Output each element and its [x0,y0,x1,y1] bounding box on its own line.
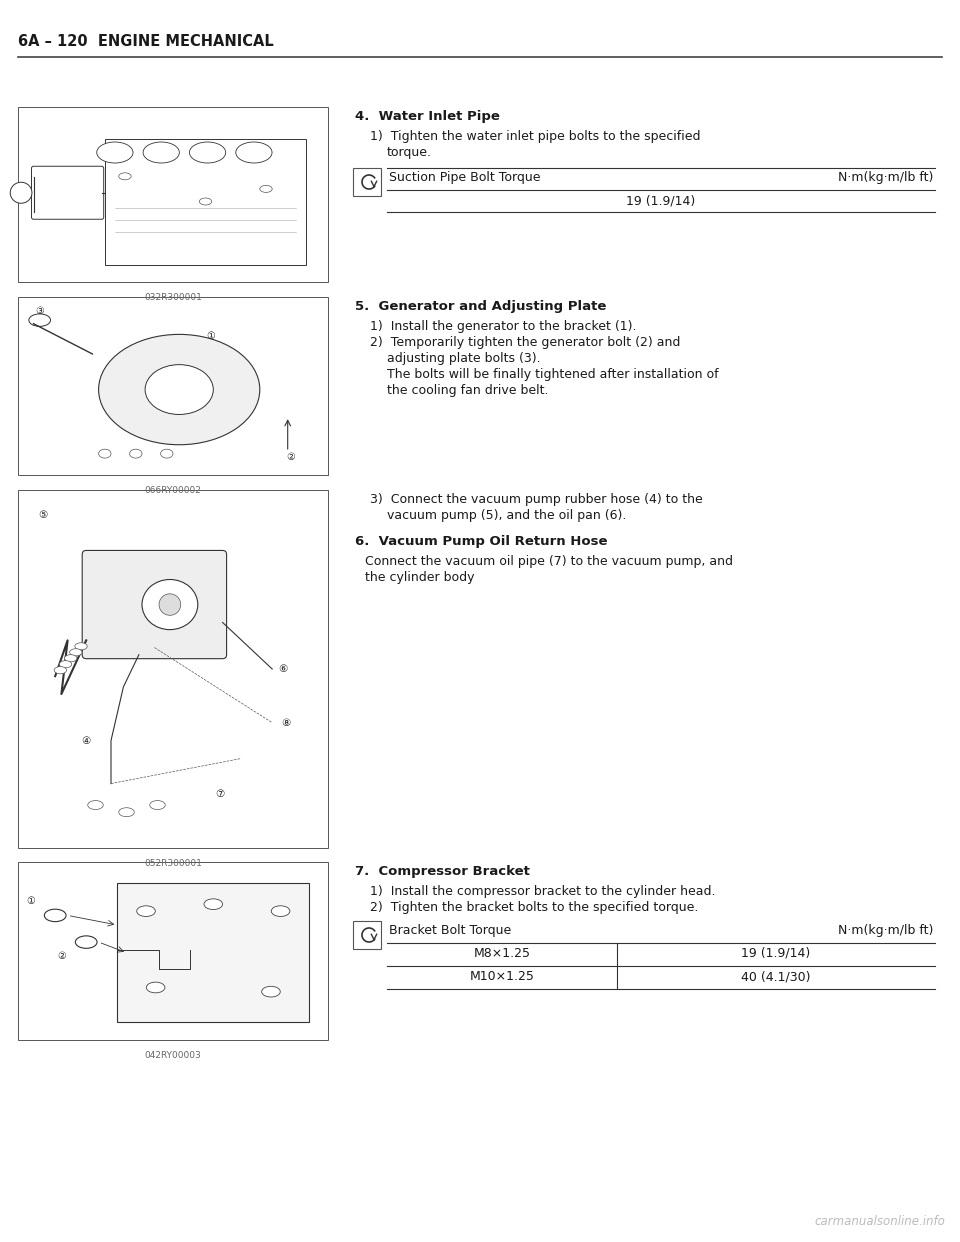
Text: Bracket Bolt Torque: Bracket Bolt Torque [389,924,512,936]
Ellipse shape [75,643,87,650]
Ellipse shape [136,905,156,917]
Ellipse shape [142,580,198,630]
Text: 6.  Vacuum Pump Oil Return Hose: 6. Vacuum Pump Oil Return Hose [355,535,608,548]
Text: adjusting plate bolts (3).: adjusting plate bolts (3). [387,351,540,365]
Ellipse shape [54,667,66,673]
FancyBboxPatch shape [32,166,104,220]
Text: vacuum pump (5), and the oil pan (6).: vacuum pump (5), and the oil pan (6). [387,509,626,522]
Text: 40 (4.1/30): 40 (4.1/30) [741,970,811,982]
Text: the cooling fan drive belt.: the cooling fan drive belt. [387,384,548,397]
Text: 19 (1.9/14): 19 (1.9/14) [626,194,696,207]
Text: 1)  Install the generator to the bracket (1).: 1) Install the generator to the bracket … [370,320,636,333]
Text: 2)  Temporarily tighten the generator bolt (2) and: 2) Temporarily tighten the generator bol… [370,337,681,349]
Text: ③: ③ [36,307,44,317]
Bar [117,883,309,1022]
Bar [18,862,328,1040]
Ellipse shape [145,365,213,415]
Ellipse shape [204,899,223,909]
Ellipse shape [189,142,226,163]
Ellipse shape [272,905,290,917]
Ellipse shape [200,197,212,205]
Text: 6A – 120  ENGINE MECHANICAL: 6A – 120 ENGINE MECHANICAL [18,35,274,50]
Ellipse shape [260,185,273,193]
Ellipse shape [64,655,77,662]
Text: ②: ② [286,452,295,462]
Text: 5.  Generator and Adjusting Plate: 5. Generator and Adjusting Plate [355,301,607,313]
Text: M8×1.25: M8×1.25 [473,946,531,960]
Text: 2)  Tighten the bracket bolts to the specified torque.: 2) Tighten the bracket bolts to the spec… [370,900,698,914]
Ellipse shape [143,142,180,163]
Ellipse shape [119,807,134,817]
Text: ⑧: ⑧ [281,718,291,728]
Text: 052R300001: 052R300001 [144,859,202,868]
Text: the cylinder body: the cylinder body [365,571,474,584]
Ellipse shape [119,173,132,180]
Ellipse shape [146,982,165,992]
Text: ①: ① [26,897,35,907]
Ellipse shape [29,314,51,327]
Text: 042RY00003: 042RY00003 [145,1051,202,1059]
Text: 1)  Tighten the water inlet pipe bolts to the specified: 1) Tighten the water inlet pipe bolts to… [370,130,701,143]
Ellipse shape [99,450,111,458]
Bar [18,107,328,282]
Text: ⑤: ⑤ [38,510,47,520]
Ellipse shape [60,661,72,668]
Ellipse shape [97,142,133,163]
Text: 1)  Install the compressor bracket to the cylinder head.: 1) Install the compressor bracket to the… [370,886,715,898]
Text: M10×1.25: M10×1.25 [469,970,535,982]
Text: ②: ② [57,951,66,961]
Text: Suction Pipe Bolt Torque: Suction Pipe Bolt Torque [389,171,540,184]
Bar [18,297,328,474]
Text: 19 (1.9/14): 19 (1.9/14) [741,946,810,960]
FancyBboxPatch shape [83,550,227,658]
Ellipse shape [160,450,173,458]
Ellipse shape [87,801,104,810]
Bar [18,491,328,848]
Text: ⑥: ⑥ [278,664,288,674]
Text: torque.: torque. [387,147,432,159]
Ellipse shape [159,594,180,615]
Text: ①: ① [205,332,215,342]
Ellipse shape [262,986,280,997]
Ellipse shape [70,648,82,656]
Text: 032R300001: 032R300001 [144,293,202,302]
Bar [353,922,381,949]
Ellipse shape [99,334,260,445]
Ellipse shape [130,450,142,458]
Ellipse shape [44,909,66,922]
Text: Connect the vacuum oil pipe (7) to the vacuum pump, and: Connect the vacuum oil pipe (7) to the v… [365,555,733,568]
Text: 7.  Compressor Bracket: 7. Compressor Bracket [355,864,530,878]
Text: The bolts will be finally tightened after installation of: The bolts will be finally tightened afte… [387,368,719,381]
Ellipse shape [236,142,272,163]
Ellipse shape [75,936,97,949]
Text: 066RY00002: 066RY00002 [145,486,202,496]
Text: ④: ④ [82,735,91,745]
Ellipse shape [11,183,32,204]
Text: N·m(kg·m/lb ft): N·m(kg·m/lb ft) [838,171,933,184]
Text: 4.  Water Inlet Pipe: 4. Water Inlet Pipe [355,111,500,123]
Text: N·m(kg·m/lb ft): N·m(kg·m/lb ft) [838,924,933,936]
Bar [105,139,306,265]
Text: carmanualsonline.info: carmanualsonline.info [814,1215,945,1228]
Bar [353,168,381,196]
Ellipse shape [150,801,165,810]
Text: 3)  Connect the vacuum pump rubber hose (4) to the: 3) Connect the vacuum pump rubber hose (… [370,493,703,505]
Text: ⑦: ⑦ [215,790,224,800]
